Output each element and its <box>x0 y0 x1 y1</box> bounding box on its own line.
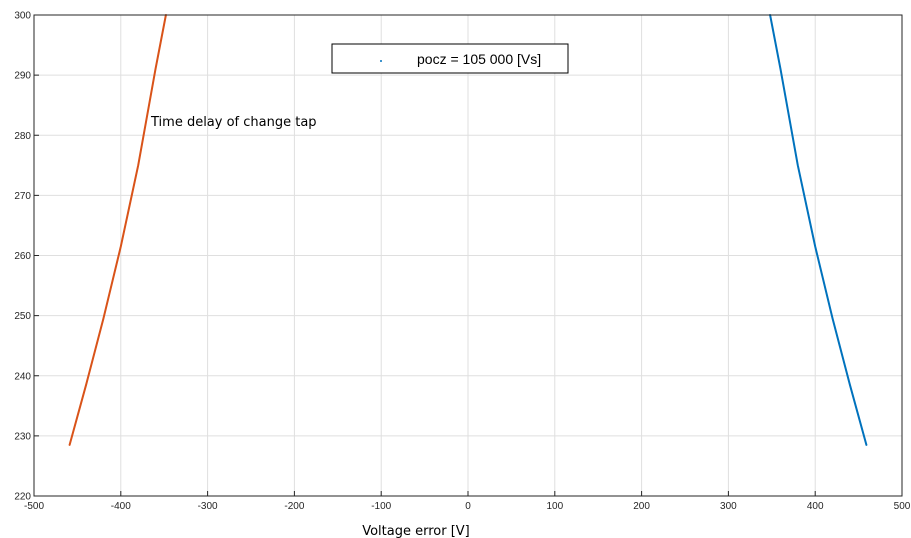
x-tick-label: 400 <box>807 501 824 512</box>
x-tick-label: -200 <box>284 501 304 512</box>
y-tick-label: 250 <box>14 311 31 322</box>
x-tick-label: 300 <box>720 501 737 512</box>
x-tick-label: -400 <box>111 501 131 512</box>
legend-entry: pocz = 105 000 [Vs] <box>417 51 541 67</box>
y-tick-label: 280 <box>14 131 31 142</box>
series-line-1 <box>68 14 167 446</box>
legend: pocz = 105 000 [Vs] <box>331 43 569 74</box>
x-tick-label: -300 <box>198 501 218 512</box>
y-tick-label: 260 <box>14 251 31 262</box>
x-tick-label: 100 <box>546 501 563 512</box>
y-tick-label: 290 <box>14 71 31 82</box>
y-tick-label: 240 <box>14 371 31 382</box>
y-tick-label: 230 <box>14 431 31 442</box>
ticks: -500 -400 -300 -200 -100 0 100 200 300 400 500 220 2… <box>14 11 910 513</box>
legend-box <box>331 43 569 74</box>
x-tick-label: 500 <box>894 501 911 512</box>
y-tick-label: 220 <box>14 492 31 503</box>
series-line-2 <box>769 14 868 446</box>
x-tick-label: -500 <box>24 501 44 512</box>
y-tick-label: 300 <box>14 11 31 22</box>
x-tick-label: 0 <box>465 501 471 512</box>
legend-marker <box>380 60 382 62</box>
y-tick-label: 270 <box>14 191 31 202</box>
annotation-text: Time delay of change tap <box>150 115 317 130</box>
x-axis-label: Voltage error [V] <box>362 524 470 538</box>
x-tick-label: 200 <box>633 501 650 512</box>
series-layer <box>68 14 868 446</box>
x-tick-label: -100 <box>371 501 391 512</box>
